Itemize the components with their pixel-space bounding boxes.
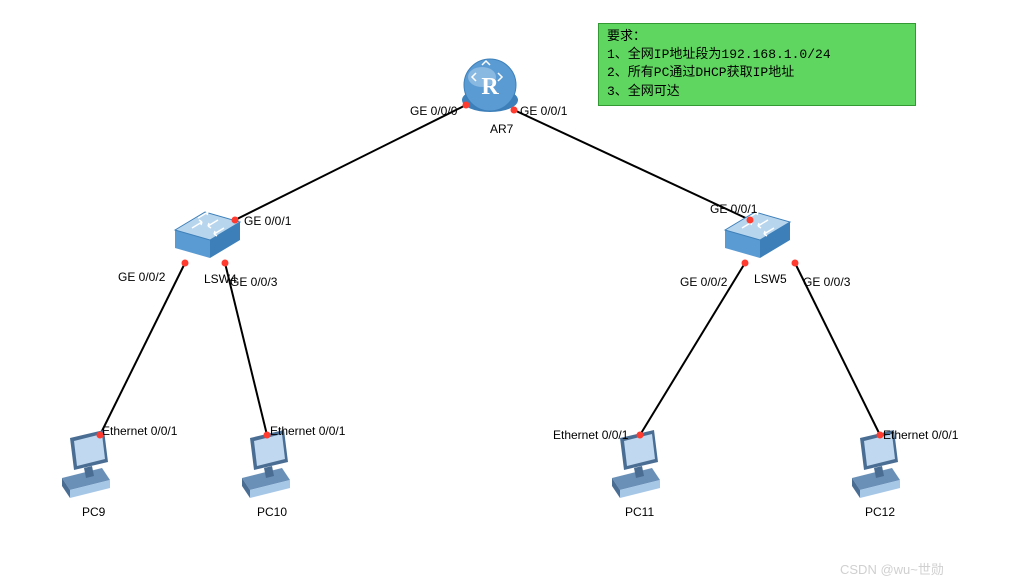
port-dot [792,260,799,267]
pc-label-pc12: PC12 [865,505,895,519]
port-dot [877,432,884,439]
pc-icon [242,430,290,498]
port-label: Ethernet 0/0/1 [102,424,177,438]
port-label: Ethernet 0/0/1 [270,424,345,438]
port-label: GE 0/0/1 [520,104,567,118]
port-label: Ethernet 0/0/1 [883,428,958,442]
requirements-box: 要求： 1、全网IP地址段为192.168.1.0/24 2、所有PC通过DHC… [598,23,916,106]
switch-icon [175,210,240,258]
port-dot [222,260,229,267]
port-dot [232,217,239,224]
port-dot [97,432,104,439]
port-dot [463,102,470,109]
pc-label-pc11: PC11 [625,505,654,519]
router-label: AR7 [490,122,513,136]
port-dot [264,432,271,439]
watermark: CSDN @wu~世勋 [840,559,944,578]
link [100,263,185,435]
requirements-line1: 1、全网IP地址段为192.168.1.0/24 [607,46,907,64]
port-dot [511,107,518,114]
router-icon: R [462,59,518,112]
requirements-line3: 3、全网可达 [607,83,907,101]
requirements-line2: 2、所有PC通过DHCP获取IP地址 [607,64,907,82]
port-dot [637,432,644,439]
pc-icon [62,430,110,498]
port-label: GE 0/0/3 [803,275,850,289]
switch-label-lsw5: LSW5 [754,272,787,286]
svg-text:R: R [481,74,499,100]
port-label: GE 0/0/2 [118,270,165,284]
port-label: GE 0/0/1 [710,202,757,216]
port-label: GE 0/0/0 [410,104,457,118]
port-dot [747,217,754,224]
requirements-title: 要求： [607,28,907,46]
pc-label-pc10: PC10 [257,505,287,519]
port-dot [742,260,749,267]
pc-label-pc9: PC9 [82,505,105,519]
link [235,105,466,220]
port-label: Ethernet 0/0/1 [553,428,628,442]
port-label: GE 0/0/2 [680,275,727,289]
port-label: GE 0/0/1 [244,214,291,228]
switch-icon [725,210,790,258]
links [100,105,880,435]
port-dot [182,260,189,267]
port-label: GE 0/0/3 [230,275,277,289]
